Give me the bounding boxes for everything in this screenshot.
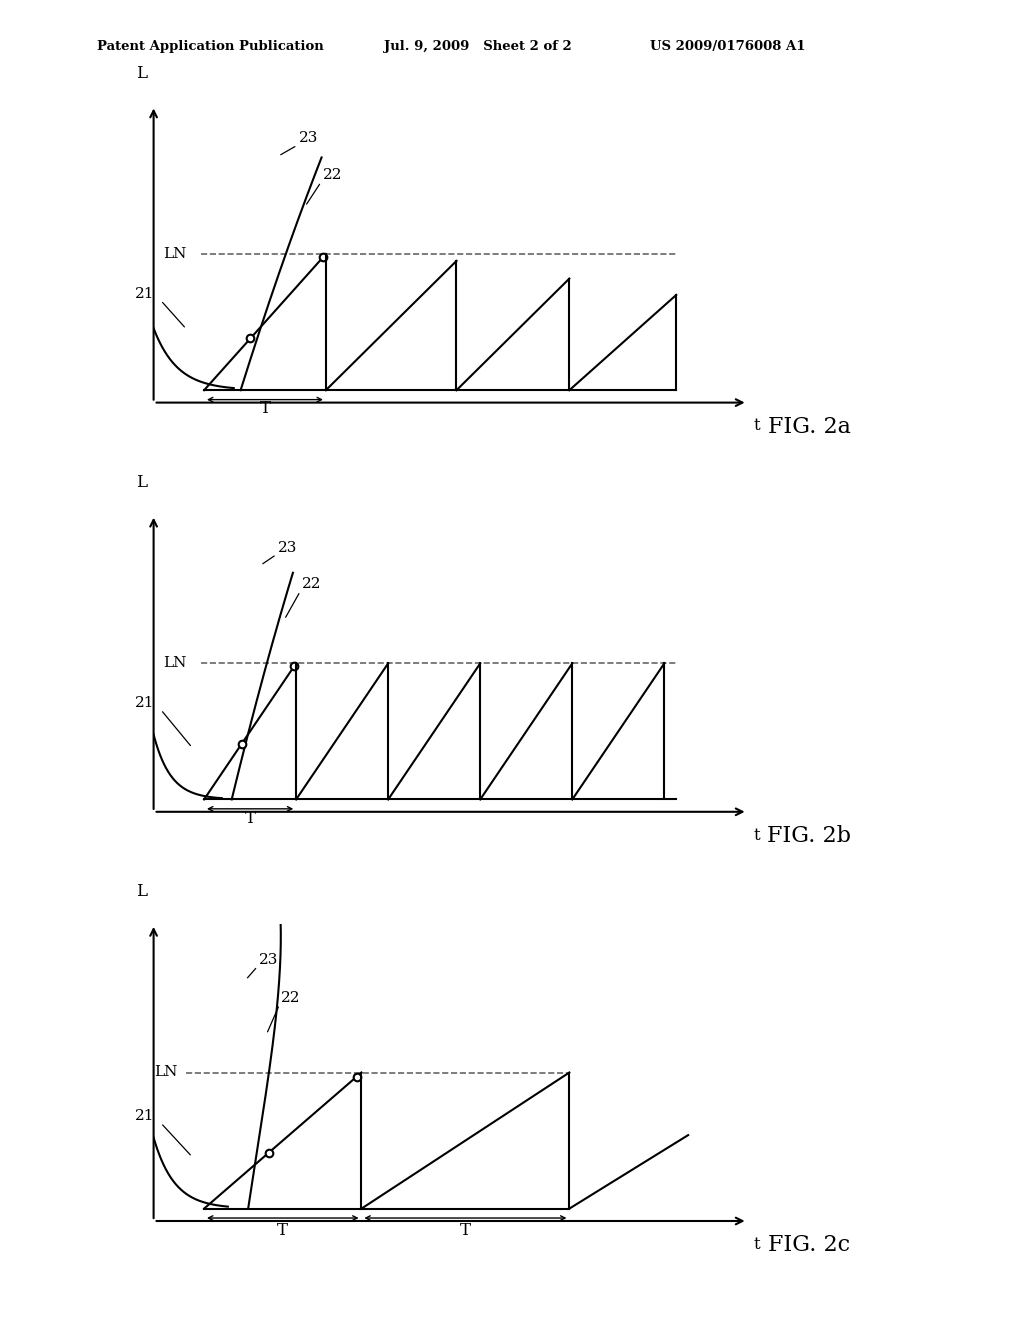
Text: FIG. 2c: FIG. 2c (768, 1234, 850, 1257)
Text: L: L (136, 474, 147, 491)
Text: 22: 22 (323, 168, 342, 182)
Text: 22: 22 (302, 577, 322, 591)
Text: 23: 23 (259, 953, 279, 966)
Text: 23: 23 (299, 132, 318, 145)
Text: t: t (754, 417, 760, 434)
Text: LN: LN (163, 656, 186, 671)
Text: Jul. 9, 2009   Sheet 2 of 2: Jul. 9, 2009 Sheet 2 of 2 (384, 40, 571, 53)
Text: T: T (278, 1222, 289, 1239)
Text: 21: 21 (135, 286, 155, 301)
Text: LN: LN (163, 247, 186, 261)
Text: FIG. 2b: FIG. 2b (767, 825, 851, 847)
Text: LN: LN (154, 1065, 177, 1080)
Text: t: t (754, 1236, 760, 1253)
Text: 21: 21 (135, 1109, 155, 1123)
Text: L: L (136, 883, 147, 900)
Text: L: L (136, 65, 147, 82)
Text: T: T (460, 1222, 471, 1239)
Text: FIG. 2a: FIG. 2a (768, 416, 850, 438)
Text: T: T (259, 400, 270, 417)
Text: Patent Application Publication: Patent Application Publication (97, 40, 324, 53)
Text: US 2009/0176008 A1: US 2009/0176008 A1 (650, 40, 806, 53)
Text: t: t (754, 826, 760, 843)
Text: 23: 23 (279, 541, 298, 554)
Text: T: T (245, 810, 256, 826)
Text: 22: 22 (282, 991, 301, 1005)
Text: 21: 21 (135, 696, 155, 710)
